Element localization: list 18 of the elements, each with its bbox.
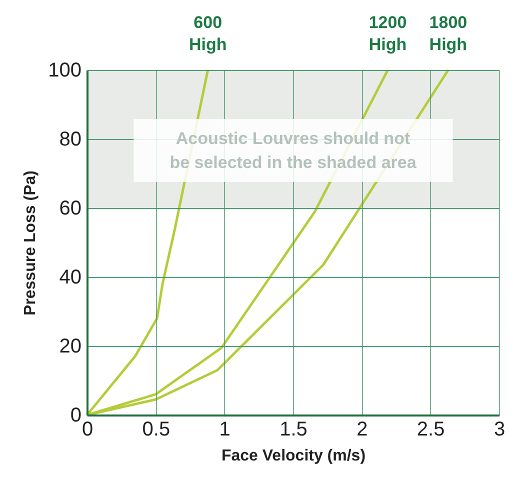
x-tick-label: 1.5 <box>280 418 308 440</box>
y-tick-label: 100 <box>48 60 82 82</box>
y-tick-label: 0 <box>70 404 82 426</box>
series-label: 1800 High <box>429 13 468 54</box>
x-tick-label: 0.5 <box>142 418 170 440</box>
x-tick-label: 3 <box>494 418 506 440</box>
x-axis-title: Face Velocity (m/s) <box>221 448 366 464</box>
x-tick-label: 2 <box>356 418 368 440</box>
series-label: 1200 High <box>368 13 407 54</box>
x-tick-label: 1 <box>219 418 230 440</box>
y-tick-label: 20 <box>59 336 82 358</box>
series-label: 600 High <box>188 13 227 54</box>
y-tick-label: 80 <box>59 128 82 150</box>
y-axis-title: Pressure Loss (Pa) <box>22 170 40 316</box>
band-label: Acoustic Louvres should not be selected in the shaded area <box>170 129 417 172</box>
x-tick-label: 2.5 <box>416 418 445 440</box>
y-tick-label: 40 <box>59 266 82 288</box>
y-tick-label: 60 <box>59 198 82 220</box>
